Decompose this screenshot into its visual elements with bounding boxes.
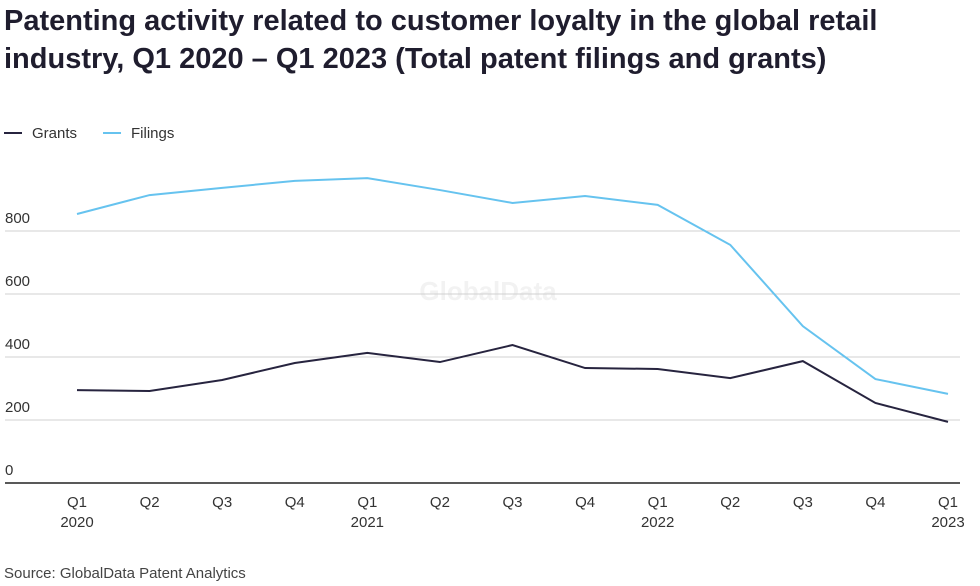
x-tick-label: Q2: [140, 494, 160, 511]
y-tick-label: 600: [5, 273, 30, 290]
x-tick-label: Q1: [938, 494, 958, 511]
series-line: [76, 343, 949, 423]
legend-label: Filings: [131, 125, 174, 142]
x-tick-year: 2022: [641, 514, 674, 531]
x-tick-label: Q4: [575, 494, 595, 511]
x-tick-label: Q3: [502, 494, 522, 511]
x-tick-label: Q3: [212, 494, 232, 511]
y-tick-label: 200: [5, 399, 30, 416]
x-tick-label: Q1: [357, 494, 377, 511]
x-tick-label: Q2: [720, 494, 740, 511]
x-tick-label: Q3: [793, 494, 813, 511]
x-tick-year: 2020: [60, 514, 93, 531]
x-tick-year: 2021: [351, 514, 384, 531]
x-tick-year: 2023: [931, 514, 964, 531]
y-tick-label: 0: [5, 462, 13, 479]
y-tick-label: 400: [5, 336, 30, 353]
x-tick-label: Q4: [285, 494, 305, 511]
x-tick-label: Q2: [430, 494, 450, 511]
y-tick-label: 800: [5, 210, 30, 227]
x-tick-label: Q1: [648, 494, 668, 511]
watermark: GlobalData: [419, 276, 557, 306]
series-line: [76, 177, 949, 395]
legend-label: Grants: [32, 125, 77, 142]
x-tick-label: Q1: [67, 494, 87, 511]
x-tick-label: Q4: [865, 494, 885, 511]
source: Source: GlobalData Patent Analytics: [4, 565, 246, 582]
chart-title: Patenting activity related to customer l…: [4, 5, 878, 75]
